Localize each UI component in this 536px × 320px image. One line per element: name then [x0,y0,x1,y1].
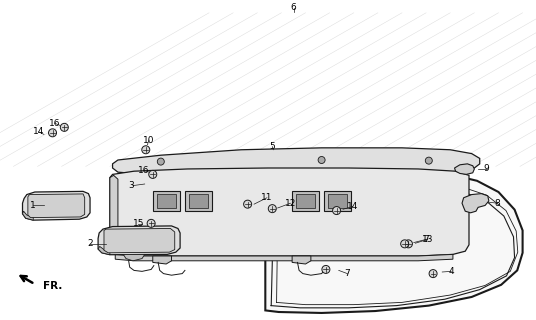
Text: 1: 1 [31,201,36,210]
Polygon shape [185,191,212,211]
Text: 5: 5 [270,142,275,151]
Text: 7: 7 [423,235,429,244]
Polygon shape [260,171,523,313]
Text: 3: 3 [129,181,134,190]
Polygon shape [123,254,145,261]
Circle shape [157,158,165,165]
Text: 12: 12 [285,199,296,208]
Text: 14: 14 [33,127,44,136]
Text: 16: 16 [138,166,150,175]
Polygon shape [23,211,33,220]
Text: 9: 9 [484,164,489,173]
Circle shape [269,205,276,213]
Polygon shape [296,194,315,208]
Text: 16: 16 [49,119,61,128]
Text: 11: 11 [261,193,273,202]
Circle shape [401,240,408,248]
Polygon shape [104,228,175,253]
Circle shape [405,240,412,248]
Polygon shape [153,191,180,211]
Polygon shape [462,194,489,213]
Text: 8: 8 [495,199,500,208]
Circle shape [244,200,251,208]
Polygon shape [324,191,351,211]
Polygon shape [157,194,176,208]
Circle shape [318,156,325,164]
Text: 10: 10 [143,136,155,145]
Polygon shape [153,256,172,264]
Circle shape [142,146,150,154]
Text: 13: 13 [422,235,434,244]
Polygon shape [113,148,480,173]
Polygon shape [115,254,453,261]
Polygon shape [292,191,319,211]
Polygon shape [292,256,311,264]
Polygon shape [110,168,469,256]
Circle shape [322,266,330,273]
Polygon shape [328,194,347,208]
Circle shape [425,157,433,164]
Polygon shape [98,246,110,255]
Polygon shape [23,191,90,220]
Text: 14: 14 [347,202,359,211]
Text: 2: 2 [87,239,93,248]
Text: 6: 6 [291,4,296,12]
Circle shape [333,207,340,214]
Text: 4: 4 [449,267,454,276]
Circle shape [429,269,437,278]
Circle shape [61,123,68,131]
Polygon shape [98,226,180,255]
Circle shape [147,220,155,227]
Circle shape [149,170,157,179]
Polygon shape [189,194,208,208]
Text: FR.: FR. [43,281,62,291]
Polygon shape [455,164,474,174]
Text: 7: 7 [345,269,350,278]
Text: 15: 15 [132,220,144,228]
Polygon shape [110,175,118,254]
Circle shape [49,129,56,137]
Polygon shape [28,194,85,218]
